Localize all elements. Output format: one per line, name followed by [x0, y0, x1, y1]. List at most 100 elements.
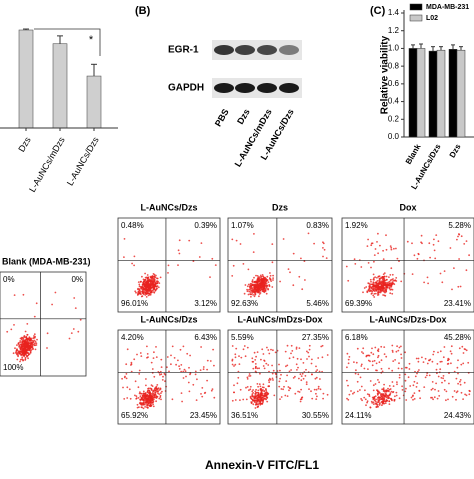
event-dot: [260, 275, 263, 278]
event-dot: [363, 396, 366, 399]
event-dot: [441, 381, 443, 384]
event-dot: [326, 393, 329, 396]
event-dot: [426, 372, 429, 374]
event-dot: [437, 375, 440, 378]
event-dot: [385, 393, 388, 396]
event-dot: [161, 379, 164, 381]
event-dot: [354, 372, 357, 375]
event-dot: [418, 390, 421, 392]
event-dot: [455, 377, 458, 380]
event-dot: [400, 353, 402, 356]
event-dot: [24, 339, 27, 342]
event-dot: [260, 280, 263, 283]
event-dot: [254, 285, 257, 287]
quadrant-percent: 45.28%: [444, 333, 471, 342]
bar: [408, 48, 418, 138]
event-dot: [142, 392, 145, 395]
event-dot: [353, 361, 355, 363]
event-dot: [404, 351, 406, 354]
event-dot: [372, 384, 375, 387]
significance-label: *: [89, 34, 94, 46]
event-dot: [244, 284, 247, 286]
event-dot: [148, 285, 151, 287]
band: [214, 83, 234, 93]
event-dot: [389, 388, 392, 390]
event-dot: [211, 388, 214, 390]
event-dot: [429, 358, 432, 361]
event-dot: [407, 376, 410, 379]
event-dot: [409, 385, 412, 387]
event-dot: [267, 288, 269, 290]
event-dot: [468, 393, 471, 396]
event-dot: [30, 343, 33, 345]
event-dot: [383, 280, 386, 282]
event-dot: [138, 291, 141, 294]
event-dot: [180, 392, 183, 394]
event-dot: [375, 362, 378, 365]
event-dot: [149, 399, 152, 402]
event-dot: [240, 356, 243, 359]
event-dot: [442, 375, 445, 377]
event-dot: [257, 403, 260, 406]
event-dot: [148, 405, 151, 407]
event-dot: [152, 357, 155, 359]
event-dot: [388, 400, 391, 403]
event-dot: [405, 399, 408, 401]
event-dot: [290, 344, 293, 347]
event-dot: [445, 390, 448, 393]
event-dot: [159, 276, 162, 279]
event-dot: [259, 289, 262, 292]
event-dot: [235, 347, 238, 350]
event-dot: [138, 283, 141, 286]
event-dot: [189, 354, 192, 357]
event-dot: [253, 276, 255, 279]
event-dot: [263, 285, 265, 288]
event-dot: [415, 386, 418, 388]
event-dot: [372, 281, 375, 284]
event-dot: [249, 287, 252, 290]
event-dot: [259, 398, 262, 401]
event-dot: [170, 363, 172, 366]
event-dot: [204, 391, 207, 394]
event-dot: [206, 379, 209, 382]
event-dot: [469, 390, 471, 393]
event-dot: [249, 388, 252, 391]
event-dot: [258, 295, 260, 298]
event-dot: [308, 344, 311, 347]
event-dot: [366, 290, 369, 293]
event-dot: [252, 251, 255, 254]
event-dot: [153, 277, 156, 280]
event-dot: [214, 264, 217, 266]
event-dot: [377, 356, 379, 359]
significance-bracket: [34, 28, 101, 56]
event-dot: [25, 342, 28, 344]
event-dot: [266, 285, 269, 287]
event-dot: [300, 398, 303, 401]
event-dot: [369, 286, 371, 289]
event-dot: [126, 348, 129, 351]
event-dot: [177, 359, 179, 362]
event-dot: [17, 343, 20, 345]
event-dot: [263, 398, 266, 400]
event-dot: [354, 263, 357, 265]
event-dot: [272, 279, 274, 281]
event-dot: [373, 260, 375, 263]
band: [235, 83, 255, 93]
event-dot: [20, 337, 23, 340]
event-dot: [139, 352, 142, 354]
event-dot: [345, 265, 348, 268]
event-dot: [46, 347, 48, 349]
event-dot: [378, 404, 381, 406]
event-dot: [152, 403, 155, 406]
event-dot: [385, 396, 388, 399]
event-dot: [17, 350, 20, 353]
event-dot: [379, 397, 382, 399]
event-dot: [254, 394, 257, 397]
event-dot: [301, 372, 304, 375]
event-dot: [142, 404, 144, 406]
event-dot: [151, 282, 153, 285]
event-dot: [424, 357, 427, 360]
event-dot: [133, 358, 136, 361]
event-dot: [455, 391, 458, 394]
